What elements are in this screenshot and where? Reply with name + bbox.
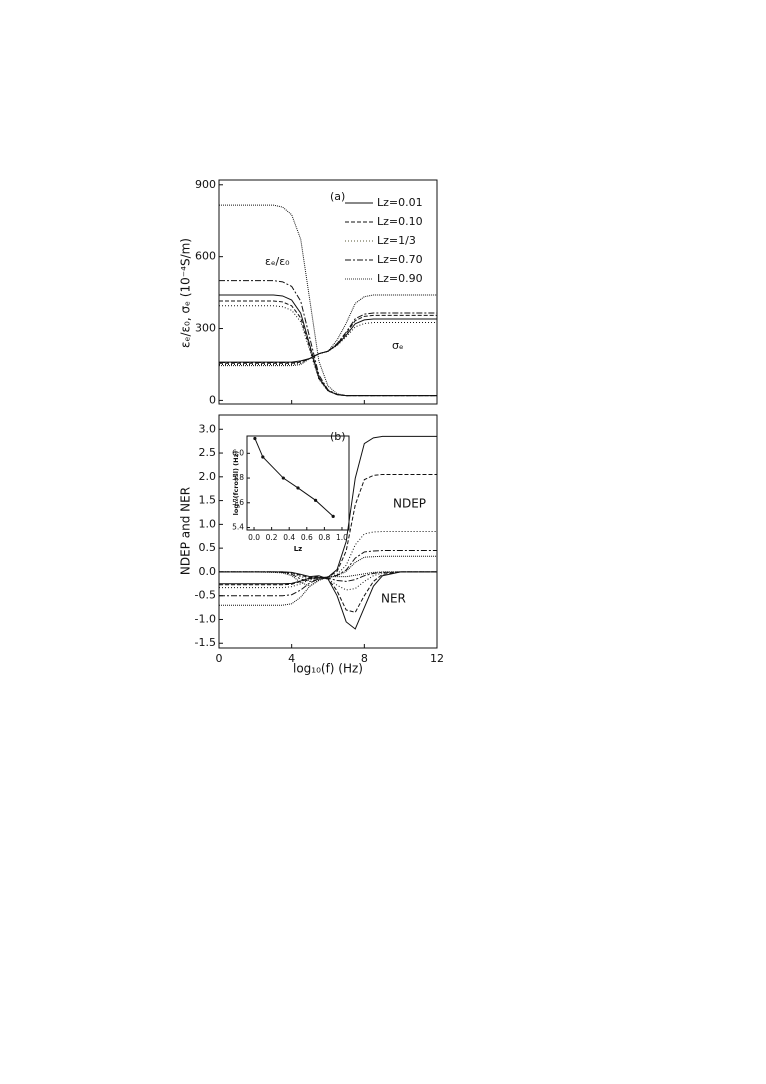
inset-line: [254, 438, 334, 517]
inset-point: [253, 436, 257, 441]
curve: [219, 318, 437, 363]
plot-frame: [218, 179, 438, 405]
y-tick-label: 0.5: [199, 541, 217, 554]
inset-point: [313, 498, 318, 502]
y-tick-label: 1.0: [199, 517, 217, 530]
curve: [219, 322, 437, 365]
inset-point: [281, 476, 285, 480]
y-tick-label: 6.0: [232, 448, 244, 457]
x-tick-label: 8: [361, 652, 368, 665]
inset-x-label: Lz: [294, 545, 303, 553]
y-tick-label: -1.5: [195, 636, 216, 649]
curve: [219, 555, 437, 606]
legend-label: Lz=0.70: [377, 253, 423, 266]
curve: [219, 294, 437, 397]
plot-frame: [246, 435, 350, 531]
y-tick-label: 3.0: [199, 422, 217, 435]
curve: [219, 305, 437, 397]
y-tick-label: 5.4: [232, 523, 244, 532]
curve: [219, 571, 437, 591]
y-tick-label: 1.5: [199, 494, 217, 507]
x-axis-label: log₁₀(f) (Hz): [293, 662, 363, 676]
curve: [219, 204, 437, 397]
y-tick-label: 2.5: [199, 446, 217, 459]
inset-point: [296, 486, 300, 490]
x-tick-label: 0.2: [266, 533, 278, 542]
y-tick-label: 5.8: [232, 473, 244, 482]
plot-frame: [218, 414, 438, 649]
annotation: NDEP: [393, 497, 426, 511]
legend-label: Lz=1/3: [377, 234, 416, 247]
legend-label: Lz=0.10: [377, 215, 423, 228]
y-tick-label: 900: [195, 178, 216, 191]
curve: [219, 300, 437, 397]
curve: [219, 312, 437, 364]
inset-point: [331, 514, 335, 518]
curve: [219, 550, 437, 597]
y-tick-label: 0: [209, 393, 216, 406]
inset-y-label: log₁₀(fcrossl) (Hz): [232, 451, 240, 516]
legend-label: Lz=0.90: [377, 272, 423, 285]
annotation: NER: [381, 592, 406, 606]
x-tick-label: 1.0: [336, 533, 348, 542]
x-tick-label: 0.8: [318, 533, 330, 542]
x-tick-label: 0.0: [248, 533, 260, 542]
x-tick-label: 4: [288, 652, 295, 665]
curve: [219, 280, 437, 397]
curve: [219, 531, 437, 589]
x-tick-label: 0.6: [301, 533, 313, 542]
y-tick-label: 5.6: [232, 498, 244, 507]
y-tick-label: -0.5: [195, 589, 216, 602]
panel-label: (a): [330, 190, 345, 203]
y-axis-label: NDEP and NER: [179, 487, 193, 575]
y-tick-label: 600: [195, 250, 216, 263]
x-tick-label: 12: [430, 652, 444, 665]
y-tick-label: 300: [195, 322, 216, 335]
curve: [219, 571, 437, 587]
x-tick-label: 0.4: [283, 533, 295, 542]
y-tick-label: 2.0: [199, 470, 217, 483]
legend-label: Lz=0.01: [377, 196, 423, 209]
x-tick-label: 0: [216, 652, 223, 665]
inset-point: [261, 455, 265, 459]
annotation: σₑ: [392, 339, 404, 352]
annotation: εₑ/ε₀: [265, 255, 290, 268]
curve: [219, 294, 437, 367]
y-tick-label: 0.0: [199, 565, 217, 578]
y-axis-label: εₑ/ε₀, σₑ (10⁻⁴S/m): [179, 238, 193, 348]
y-tick-label: -1.0: [195, 612, 216, 625]
